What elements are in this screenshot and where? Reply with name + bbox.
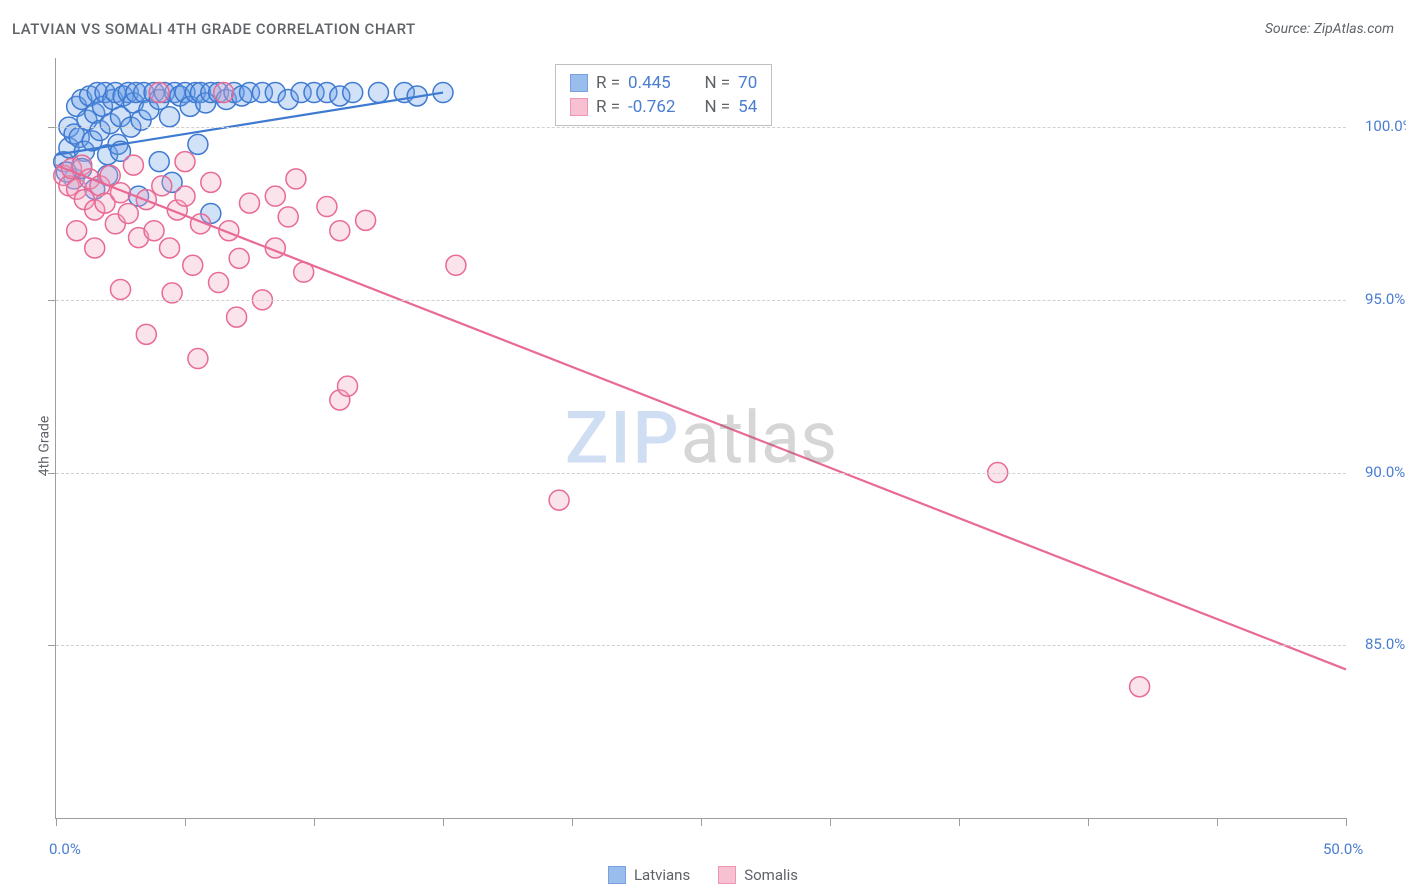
data-point (330, 221, 350, 241)
legend-item: Latvians (608, 866, 690, 884)
series-swatch (570, 98, 588, 116)
data-point (227, 307, 247, 327)
data-point (149, 83, 169, 103)
legend-label: Somalis (744, 866, 798, 884)
data-point (446, 255, 466, 275)
n-value: 54 (738, 95, 757, 119)
data-point (278, 207, 298, 227)
x-tick (1346, 818, 1347, 826)
y-tick-label: 85.0% (1365, 635, 1405, 653)
x-tick (701, 818, 702, 826)
data-point (240, 193, 260, 213)
gridline (56, 473, 1346, 474)
legend-swatch (718, 866, 736, 884)
y-tick-label: 100.0% (1365, 117, 1406, 135)
y-tick (48, 645, 56, 646)
title-bar: LATVIAN VS SOMALI 4TH GRADE CORRELATION … (12, 20, 1394, 38)
plot-svg (56, 58, 1346, 818)
x-tick (56, 818, 57, 826)
data-point (343, 83, 363, 103)
data-point (188, 134, 208, 154)
gridline (56, 300, 1346, 301)
data-point (286, 169, 306, 189)
gridline (56, 127, 1346, 128)
data-point (188, 349, 208, 369)
data-point (160, 238, 180, 258)
data-point (1130, 677, 1150, 697)
n-label: N = (696, 71, 730, 95)
r-label: R = (596, 95, 620, 119)
series-swatch (570, 74, 588, 92)
y-tick (48, 473, 56, 474)
data-point (317, 197, 337, 217)
data-point (149, 152, 169, 172)
data-point (118, 203, 138, 223)
gridline (56, 645, 1346, 646)
data-point (111, 279, 131, 299)
data-point (160, 107, 180, 127)
data-point (175, 152, 195, 172)
stat-row: R = 0.445 N = 70 (570, 71, 757, 95)
r-label: R = (596, 71, 620, 95)
data-point (214, 83, 234, 103)
x-tick (1217, 818, 1218, 826)
x-tick (314, 818, 315, 826)
x-tick (830, 818, 831, 826)
y-tick (48, 127, 56, 128)
data-point (152, 176, 172, 196)
x-tick (185, 818, 186, 826)
data-point (144, 221, 164, 241)
x-tick-label: 0.0% (49, 840, 81, 858)
data-point (356, 210, 376, 230)
stat-row: R = -0.762 N = 54 (570, 95, 757, 119)
y-tick-label: 95.0% (1365, 290, 1405, 308)
data-point (136, 324, 156, 344)
data-point (209, 273, 229, 293)
data-point (338, 376, 358, 396)
data-point (549, 490, 569, 510)
r-value: -0.762 (628, 95, 688, 119)
n-label: N = (696, 95, 730, 119)
x-tick (1088, 818, 1089, 826)
data-point (67, 221, 87, 241)
chart-title: LATVIAN VS SOMALI 4TH GRADE CORRELATION … (12, 20, 416, 38)
x-tick (959, 818, 960, 826)
data-point (85, 238, 105, 258)
x-tick (443, 818, 444, 826)
y-tick-label: 90.0% (1365, 463, 1405, 481)
y-axis-label: 4th Grade (36, 416, 52, 477)
legend-label: Latvians (634, 866, 690, 884)
data-point (369, 83, 389, 103)
data-point (201, 172, 221, 192)
trend-line (56, 165, 1346, 669)
data-point (229, 248, 249, 268)
correlation-stat-box: R = 0.445 N = 70 R = -0.762 N = 54 (555, 64, 772, 126)
n-value: 70 (738, 71, 757, 95)
data-point (175, 186, 195, 206)
x-tick (572, 818, 573, 826)
data-point (265, 186, 285, 206)
y-tick (48, 300, 56, 301)
data-point (123, 155, 143, 175)
legend-swatch (608, 866, 626, 884)
legend-item: Somalis (718, 866, 798, 884)
x-tick-label: 50.0% (1323, 840, 1363, 858)
r-value: 0.445 (628, 71, 688, 95)
plot-area: ZIPatlas (55, 58, 1346, 819)
chart-container: LATVIAN VS SOMALI 4TH GRADE CORRELATION … (0, 0, 1406, 892)
legend: Latvians Somalis (0, 866, 1406, 884)
source-label: Source: ZipAtlas.com (1265, 21, 1394, 37)
data-point (183, 255, 203, 275)
